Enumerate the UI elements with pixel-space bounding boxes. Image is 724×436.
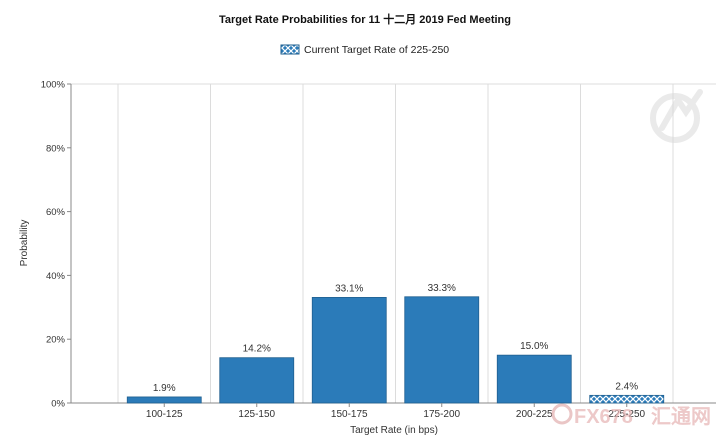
- data-label: 15.0%: [520, 341, 548, 352]
- data-label: 1.9%: [153, 383, 176, 394]
- x-tick-label: 100-125: [146, 409, 183, 420]
- watermark-subtext: 汇通网: [651, 405, 711, 428]
- chart-title: Target Rate Probabilities for 11 十二月 201…: [219, 12, 511, 26]
- x-tick-label: 225-250: [608, 409, 645, 420]
- legend-label: Current Target Rate of 225-250: [304, 44, 449, 56]
- bar: [219, 357, 295, 404]
- bar: [311, 297, 387, 404]
- x-tick-label: 125-150: [238, 409, 275, 420]
- watermark-logo: [650, 89, 703, 143]
- data-label: 33.1%: [335, 283, 363, 294]
- plot-area: 0% 20% 40% 60% 80% 100% 1.9% 100-125 14.2% 125-15…: [41, 80, 716, 420]
- x-tick-label: 175-200: [423, 409, 460, 420]
- legend: Current Target Rate of 225-250: [280, 44, 449, 56]
- watermark-brand: FX678 汇通网: [551, 403, 711, 428]
- x-tick-label: 200-225: [516, 409, 553, 420]
- y-tick-label: 0%: [51, 399, 65, 410]
- x-tick-label: 150-175: [331, 409, 368, 420]
- y-tick-label: 20%: [46, 335, 66, 346]
- y-axis-title: Probability: [19, 220, 30, 267]
- x-axis-title: Target Rate (in bps): [350, 425, 438, 436]
- y-tick-label: 40%: [46, 271, 66, 282]
- y-tick-label: 80%: [46, 143, 66, 154]
- data-label: 14.2%: [243, 344, 271, 355]
- bar: [126, 396, 202, 404]
- bar-current: [589, 394, 665, 404]
- bar: [404, 296, 480, 404]
- legend-swatch: [280, 44, 300, 55]
- y-tick-label: 100%: [41, 80, 66, 91]
- watermark-text: FX678: [574, 406, 633, 428]
- y-tick-label: 60%: [46, 207, 66, 218]
- data-label: 33.3%: [428, 283, 456, 294]
- bar: [496, 354, 572, 404]
- data-label: 2.4%: [615, 381, 638, 392]
